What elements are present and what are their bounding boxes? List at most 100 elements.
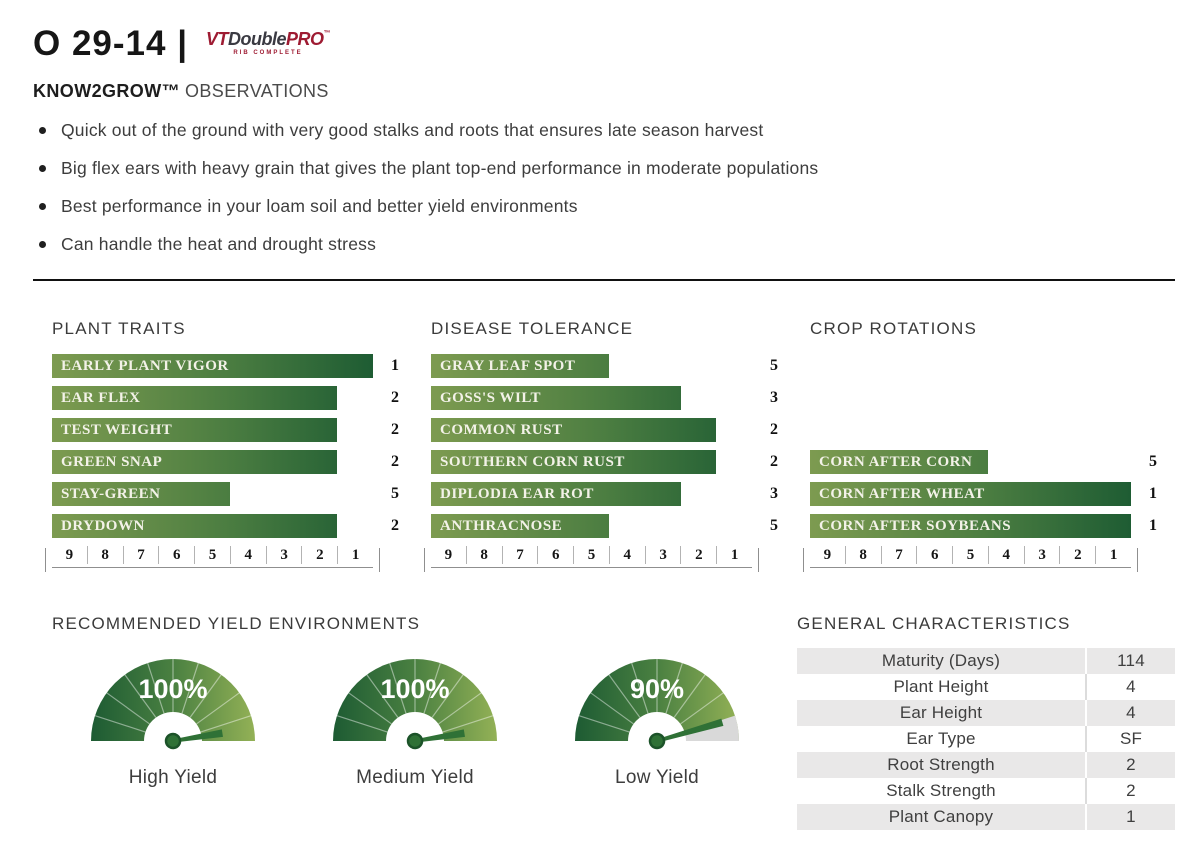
axis-tick-3: 3 (1025, 546, 1061, 564)
observation-text: Quick out of the ground with very good s… (61, 120, 764, 140)
table-row-root-strength: Root Strength 2 (797, 752, 1175, 778)
bar-label: GREEN SNAP (61, 453, 163, 470)
table-row-stalk-strength: Stalk Strength 2 (797, 778, 1175, 804)
gauge-svg: 100% (333, 659, 497, 750)
plant-traits-chart: PLANT TRAITS EARLY PLANT VIGOR 1 EAR FLEX 2… (45, 319, 417, 572)
gauge-label: Low Yield (614, 767, 700, 788)
bar-row-early-plant-vigor: EARLY PLANT VIGOR 1 (52, 354, 417, 378)
general-section-title: GENERAL CHARACTERISTICS (797, 614, 1071, 633)
crop-rotations-chart: CROP ROTATIONS CORN AFTER CORN 5 CORN AFTE… (803, 319, 1175, 572)
bar-rows: CORN AFTER CORN 5 CORN AFTER WHEAT 1 CORN AF… (810, 450, 1175, 538)
bar-row-ear-flex: EAR FLEX 2 (52, 386, 417, 410)
table-cell-value: 114 (1117, 651, 1145, 670)
table-cell-value: 4 (1126, 677, 1136, 696)
observations-heading: KNOW2GROW™ OBSERVATIONS (33, 81, 1175, 102)
bar-track: CORN AFTER SOYBEANS (810, 514, 1131, 538)
axis-tick-5: 5 (574, 546, 610, 564)
axis-tick-4: 4 (231, 546, 267, 564)
logo-rib-complete: RIB COMPLETE (233, 50, 303, 56)
bar-value: 5 (770, 357, 778, 374)
bar-anthracnose: ANTHRACNOSE (431, 514, 610, 538)
bar-track: EARLY PLANT VIGOR (52, 354, 373, 378)
bar-gray-leaf-spot: GRAY LEAF SPOT (431, 354, 610, 378)
bar-row-stay-green: STAY-GREEN 5 (52, 482, 417, 506)
bar-label: EARLY PLANT VIGOR (61, 357, 229, 374)
bar-goss-s-wilt: GOSS'S WILT (431, 386, 681, 410)
bar-corn-after-soybeans: CORN AFTER SOYBEANS (810, 514, 1131, 538)
axis-tick-3: 3 (646, 546, 682, 564)
logo-vt: VT (205, 29, 229, 49)
observations-list: Quick out of the ground with very good s… (33, 120, 1175, 255)
bar-track: ANTHRACNOSE (431, 514, 752, 538)
bar-value: 2 (391, 453, 399, 470)
axis-tick-4: 4 (989, 546, 1025, 564)
bar-label: STAY-GREEN (61, 485, 161, 502)
table-cell-label: Plant Canopy (797, 804, 1087, 830)
table-row-ear-type: Ear Type SF (797, 726, 1175, 752)
axis-tick-7: 7 (882, 546, 918, 564)
axis-tick-6: 6 (159, 546, 196, 564)
vt-doublepro-logo-text: VTDoublePRO™ (206, 30, 330, 48)
bar-row-anthracnose: ANTHRACNOSE 5 (431, 514, 796, 538)
chart-title: CROP ROTATIONS (810, 319, 977, 338)
bar-value: 3 (770, 485, 778, 502)
gauge-medium-yield: 100% Medium Yield (320, 644, 510, 789)
table-row-maturity-days: Maturity (Days) 114 (797, 648, 1175, 674)
axis-tick-2: 2 (302, 546, 339, 564)
bar-green-snap: GREEN SNAP (52, 450, 338, 474)
table-cell-value: 2 (1126, 755, 1136, 774)
gauge-percent-label: 100% (380, 674, 449, 704)
bar-track: SOUTHERN CORN RUST (431, 450, 752, 474)
axis-tick-8: 8 (467, 546, 503, 564)
bar-value: 5 (770, 517, 778, 534)
axis-tick-8: 8 (846, 546, 882, 564)
bar-common-rust: COMMON RUST (431, 418, 717, 442)
bar-track: COMMON RUST (431, 418, 752, 442)
bar-row-corn-after-soybeans: CORN AFTER SOYBEANS 1 (810, 514, 1175, 538)
table-row-ear-height: Ear Height 4 (797, 700, 1175, 726)
bar-value: 2 (391, 389, 399, 406)
bar-value: 3 (770, 389, 778, 406)
table-cell-value: 2 (1126, 781, 1136, 800)
axis-tick-2: 2 (681, 546, 718, 564)
disease-tolerance-chart: DISEASE TOLERANCE GRAY LEAF SPOT 5 GOSS'S … (424, 319, 796, 572)
bar-row-diplodia-ear-rot: DIPLODIA EAR ROT 3 (431, 482, 796, 506)
vt-doublepro-logo: VTDoublePRO™ RIB COMPLETE (206, 30, 330, 56)
axis-tick-1: 1 (1109, 547, 1118, 563)
bar-label: GOSS'S WILT (440, 389, 541, 406)
characteristics-table: Maturity (Days) 114 Plant Height 4 Ear Heigh… (797, 648, 1175, 830)
table-cell-value: 4 (1126, 703, 1136, 722)
bar-value: 1 (1149, 517, 1157, 534)
gauge-svg: 100% (91, 659, 255, 750)
gauge-low-yield: 90% Low Yield (562, 644, 752, 789)
table-cell-label: Root Strength (797, 752, 1087, 778)
axis-tick-2: 2 (1060, 546, 1097, 564)
bar-track: DRYDOWN (52, 514, 373, 538)
bar-southern-corn-rust: SOUTHERN CORN RUST (431, 450, 717, 474)
table-row-plant-height: Plant Height 4 (797, 674, 1175, 700)
gauge-label: High Yield (128, 767, 218, 788)
gauge-percent-label: 90% (630, 674, 684, 704)
bar-track: DIPLODIA EAR ROT (431, 482, 752, 506)
bar-track: STAY-GREEN (52, 482, 373, 506)
bar-early-plant-vigor: EARLY PLANT VIGOR (52, 354, 373, 378)
table-cell-value: SF (1119, 729, 1143, 748)
bar-corn-after-corn: CORN AFTER CORN (810, 450, 989, 474)
bar-stay-green: STAY-GREEN (52, 482, 231, 506)
bar-track: GOSS'S WILT (431, 386, 752, 410)
bar-label: TEST WEIGHT (61, 421, 173, 438)
bar-row-green-snap: GREEN SNAP 2 (52, 450, 417, 474)
observation-text: Big flex ears with heavy grain that give… (61, 158, 819, 178)
bar-row-corn-after-corn: CORN AFTER CORN 5 (810, 450, 1175, 474)
axis-tick-7: 7 (124, 546, 160, 564)
bar-row-goss-s-wilt: GOSS'S WILT 3 (431, 386, 796, 410)
bar-label: CORN AFTER CORN (819, 453, 973, 470)
bar-row-corn-after-wheat: CORN AFTER WHEAT 1 (810, 482, 1175, 506)
bar-value: 5 (1149, 453, 1157, 470)
gauge-high-yield: 100% High Yield (78, 644, 268, 789)
observation-text: Can handle the heat and drought stress (61, 234, 377, 254)
axis-tick-3: 3 (267, 546, 303, 564)
gauge-svg: 90% (575, 659, 739, 750)
